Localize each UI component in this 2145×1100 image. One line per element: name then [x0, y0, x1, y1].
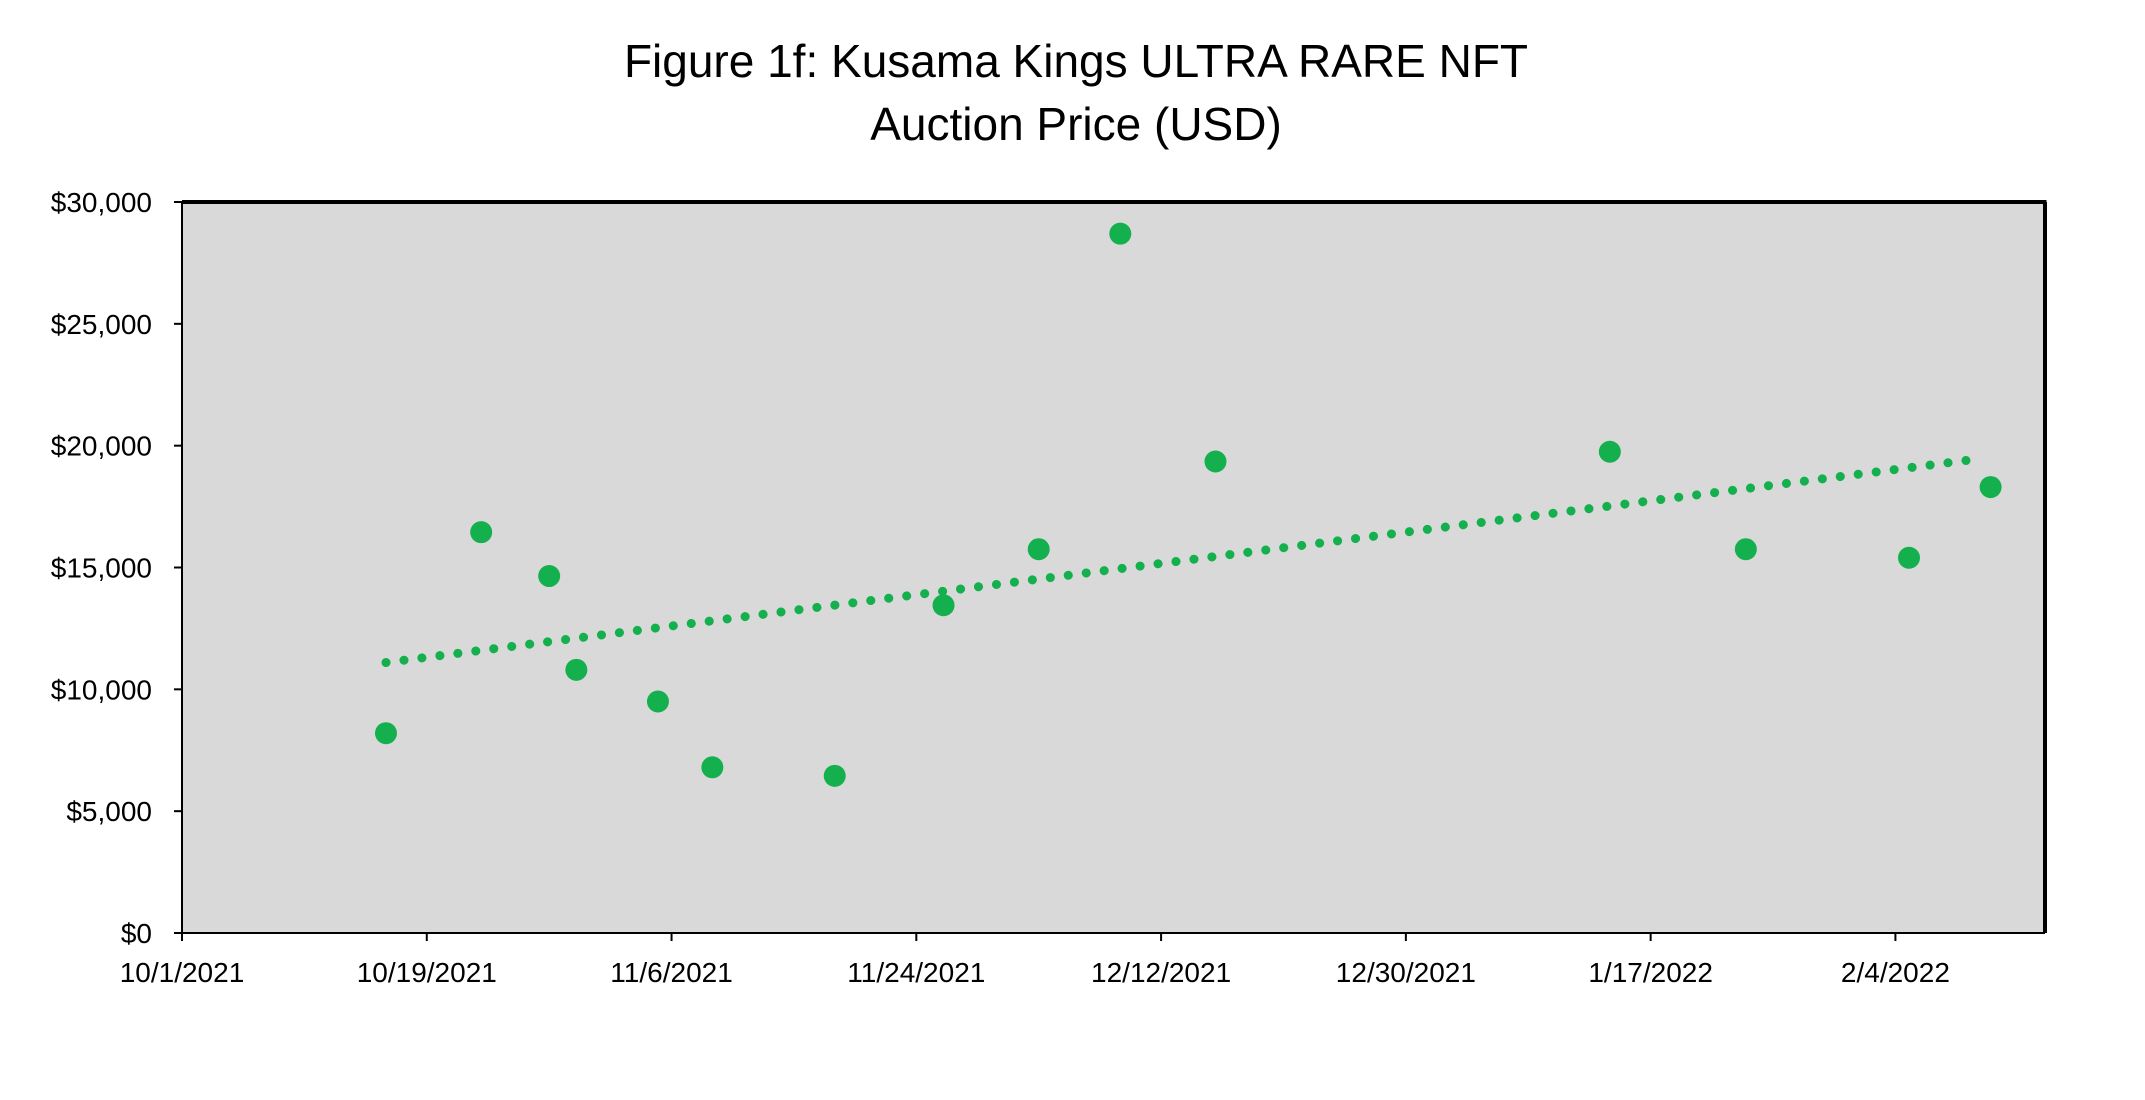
data-point — [1979, 476, 2002, 499]
y-tick-label: $0 — [121, 918, 152, 949]
y-axis: $0 $5,000 $10,000 $15,000 $20,000 $25,000 $30,… — [51, 187, 182, 949]
data-point — [1598, 440, 1621, 463]
data-point — [823, 764, 846, 787]
data-point — [1734, 538, 1757, 561]
trendline — [381, 454, 1982, 668]
y-tick-label: $30,000 — [51, 187, 152, 218]
y-tick-label: $20,000 — [51, 431, 152, 462]
plot-area — [182, 202, 2045, 933]
y-tick-label: $10,000 — [51, 674, 152, 705]
chart-title-line-2: Auction Price (USD) — [870, 98, 1282, 150]
y-tick-label: $5,000 — [66, 796, 152, 827]
data-point — [470, 521, 493, 544]
data-point — [646, 690, 669, 713]
x-tick-label: 1/17/2022 — [1588, 957, 1713, 988]
x-tick-label: 10/1/2021 — [120, 957, 245, 988]
data-point — [701, 756, 724, 779]
data-point — [1898, 546, 1921, 569]
y-tick-label: $15,000 — [51, 553, 152, 584]
x-tick-label: 11/6/2021 — [610, 957, 733, 988]
data-point — [1027, 538, 1050, 561]
x-axis: 10/1/2021 10/19/2021 11/6/2021 11/24/2021 12… — [120, 933, 1950, 988]
x-tick-label: 10/19/2021 — [357, 957, 497, 988]
x-tick-label: 12/12/2021 — [1091, 957, 1231, 988]
data-point — [565, 658, 588, 681]
y-tick-label: $25,000 — [51, 309, 152, 340]
data-point — [538, 565, 561, 588]
x-tick-label: 2/4/2022 — [1841, 957, 1950, 988]
data-point — [1109, 222, 1132, 245]
trendline-dotted — [381, 454, 1982, 668]
data-point — [374, 722, 397, 745]
data-point — [932, 594, 955, 617]
data-points — [374, 222, 2002, 787]
x-tick-label: 12/30/2021 — [1336, 957, 1476, 988]
x-tick-label: 11/24/2021 — [847, 957, 985, 988]
chart-title-line-1: Figure 1f: Kusama Kings ULTRA RARE NFT — [624, 35, 1528, 87]
data-point — [1204, 450, 1227, 473]
